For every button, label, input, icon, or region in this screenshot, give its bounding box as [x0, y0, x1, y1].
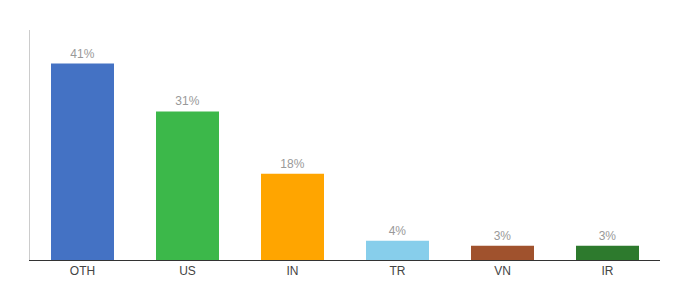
svg-text:OTH: OTH — [70, 264, 95, 278]
svg-text:IN: IN — [287, 264, 299, 278]
svg-text:3%: 3% — [599, 229, 617, 243]
svg-text:18%: 18% — [280, 157, 304, 171]
svg-text:US: US — [179, 264, 196, 278]
svg-text:IR: IR — [602, 264, 614, 278]
svg-text:41%: 41% — [70, 47, 94, 61]
svg-text:3%: 3% — [494, 229, 512, 243]
svg-text:VN: VN — [494, 264, 511, 278]
svg-text:4%: 4% — [389, 224, 407, 238]
svg-text:31%: 31% — [175, 94, 199, 108]
svg-text:TR: TR — [390, 264, 406, 278]
